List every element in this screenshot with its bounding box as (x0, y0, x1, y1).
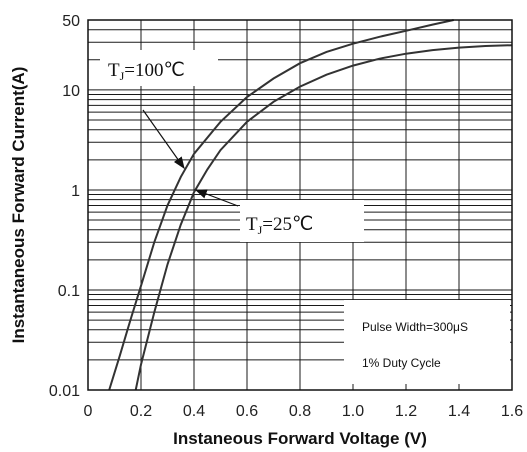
annotation-tj25-leader (194, 189, 239, 207)
y-tick-label-0: 0.01 (49, 383, 80, 400)
x-axis-title: Instaneous Forward Voltage (V) (173, 429, 427, 448)
plot-frame (87, 19, 513, 391)
y-tick-label-3: 10 (62, 83, 80, 100)
annotation-tj100-leader (142, 109, 185, 169)
annotation-tj100: TJ=100℃ (100, 50, 218, 169)
y-tick-label-2: 1 (71, 183, 80, 200)
y-axis-title: Instantaneous Forward Current(A) (9, 67, 28, 344)
x-tick-label-0: 0 (84, 403, 93, 420)
x-tick-label-5: 1.0 (342, 403, 364, 420)
series-curve-1 (134, 44, 513, 391)
x-tick-label-4: 0.8 (289, 403, 311, 420)
x-tick-label-6: 1.2 (395, 403, 417, 420)
y-tick-label-4: 50 (62, 13, 80, 30)
test-conditions-note: Pulse Width=300μS 1% Duty Cycle (344, 300, 510, 384)
annotation-tj25-box (240, 200, 364, 242)
annotation-tj100-label: TJ=100℃ (108, 60, 185, 83)
y-tick-labels: 0.01 0.1 1 10 50 (49, 13, 80, 400)
test-conditions-box (344, 300, 510, 384)
x-tick-label-3: 0.6 (236, 403, 258, 420)
x-tick-label-2: 0.4 (183, 403, 205, 420)
annotation-tj25-label: TJ=25℃ (246, 214, 313, 237)
series-curves (108, 19, 513, 391)
annotation-tj100-box (100, 50, 218, 86)
series-curve-0 (108, 19, 454, 391)
annotation-tj25: TJ=25℃ (194, 189, 364, 242)
x-tick-labels: 0 0.2 0.4 0.6 0.8 1.0 1.2 1.4 1.6 (84, 403, 524, 420)
x-tick-label-1: 0.2 (130, 403, 152, 420)
x-tick-label-7: 1.4 (448, 403, 470, 420)
x-tick-label-8: 1.6 (501, 403, 523, 420)
y-tick-label-1: 0.1 (58, 283, 80, 300)
pulse-width-note: Pulse Width=300μS (362, 320, 468, 334)
duty-cycle-note: 1% Duty Cycle (362, 356, 441, 370)
